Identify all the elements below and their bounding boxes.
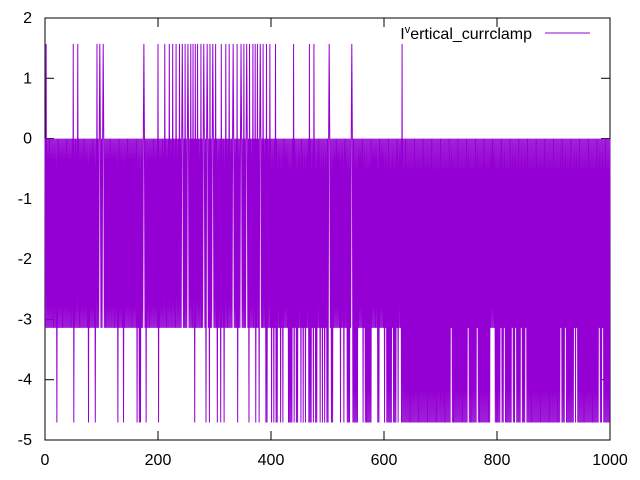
x-tick-label: 1000 [592, 452, 628, 469]
x-tick-label: 800 [484, 452, 511, 469]
series-line [44, 43, 611, 423]
y-tick-label: -3 [18, 311, 32, 328]
series-group [44, 43, 611, 423]
x-tick-label: 400 [258, 452, 285, 469]
x-tick-label: 0 [41, 452, 50, 469]
legend-label-rest: ertical_currclamp [410, 26, 532, 43]
legend-label: Ivertical_currclamp [400, 24, 532, 43]
legend-label-main: I [400, 26, 404, 43]
y-tick-label: 1 [23, 70, 32, 87]
y-tick-label: 0 [23, 131, 32, 148]
legend-label-sup: v [405, 24, 411, 36]
y-tick-label: -2 [18, 251, 32, 268]
legend: Ivertical_currclamp [400, 24, 590, 43]
y-tick-label: -4 [18, 372, 32, 389]
x-tick-label: 200 [145, 452, 172, 469]
y-tick-label: -5 [18, 432, 32, 449]
x-tick-label: 600 [371, 452, 398, 469]
y-tick-label: 2 [23, 10, 32, 27]
y-tick-label: -1 [18, 191, 32, 208]
